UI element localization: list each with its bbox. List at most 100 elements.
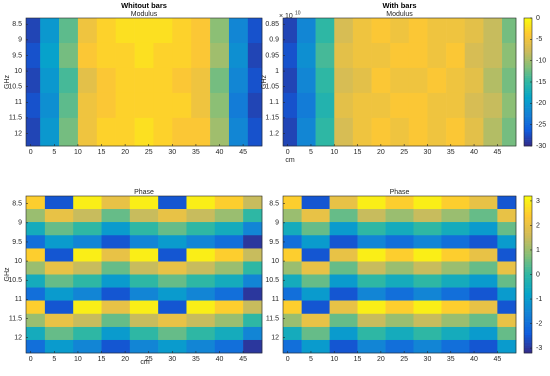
panel-subtitle: Modulus [131,11,158,18]
y-tick-label: 11 [272,296,279,303]
heatmap-cell [172,42,192,69]
heatmap-cell [73,339,102,354]
colorbar-step [524,300,532,304]
heatmap-cell [186,209,216,223]
heatmap-cell [371,42,391,69]
heatmap-cell [40,117,60,147]
colorbar-step [524,128,532,132]
colorbar-step [524,35,532,38]
colorbar-step [524,318,532,322]
x-tick-label: 0 [286,356,290,363]
heatmap-cell [497,248,517,262]
colorbar-step [524,311,532,315]
heatmap-cell [77,42,98,69]
heatmap-cell [26,196,46,210]
y-tick-label: 10 [271,258,279,265]
heatmap-cell [44,326,74,341]
y-tick-label: 1.05 [265,84,279,91]
colorbar-step [524,18,532,21]
heatmap-cell [283,339,302,354]
colorbar-step [524,26,532,29]
colorbar-step [524,224,532,228]
colorbar-step [524,303,532,307]
heatmap-cell [210,18,230,44]
x-tick-label: 35 [447,356,455,363]
y-tick-label: 11.5 [9,115,22,122]
heatmap-cell [469,326,498,341]
heatmap-cell [186,261,216,275]
colorbar-tick-label: -30 [536,143,546,150]
heatmap-cell [186,313,216,328]
x-tick-label: 15 [354,149,362,156]
heatmap-cell [483,18,503,44]
heatmap-cell [44,261,74,275]
colorbar-step [524,45,532,49]
colorbar-tick-label: -20 [536,100,546,107]
heatmap-cell [357,274,386,288]
heatmap-cell [497,313,517,328]
heatmap-cell [283,261,302,275]
heatmap-cell [77,117,98,147]
y-exponent: 10 [295,10,301,16]
y-tick-label: 10 [14,68,22,75]
heatmap-cell [329,196,358,210]
heatmap-cell [40,67,60,94]
colorbar-step [524,20,532,23]
heatmap-cell [26,339,46,354]
heatmap-cell [502,42,517,69]
x-tick-label: 45 [493,356,501,363]
colorbar-step [524,305,532,309]
heatmap-cell [129,248,159,262]
heatmap-cell [44,300,74,315]
heatmap-cell [129,287,159,301]
heatmap-cell [283,18,298,44]
heatmap-cell [497,261,517,275]
heatmap-cell [357,235,386,249]
x-tick-label: 10 [74,356,82,363]
x-tick-label: 25 [400,356,408,363]
heatmap-cell [129,339,159,354]
heatmap-cell [186,196,216,210]
panel-subtitle: Modulus [386,11,413,18]
colorbar-step [524,295,532,299]
heatmap-cell [115,42,135,69]
colorbar-step [524,342,532,346]
heatmap-cell [446,117,466,147]
heatmap-cell [214,209,244,223]
heatmap-cell [26,248,46,262]
colorbar-step [524,324,532,328]
heatmap-cell [158,261,187,275]
heatmap-cell [243,261,263,275]
colorbar-step [524,71,532,74]
heatmap-cell [283,274,302,288]
heatmap-cell [334,42,354,69]
heatmap-cell [441,248,470,262]
heatmap-cell [357,287,386,301]
heatmap-cell [329,274,358,288]
heatmap-cell [129,261,159,275]
heatmap-cell [214,222,244,236]
x-tick-label: 35 [192,149,200,156]
colorbar-step [524,101,532,104]
heatmap-cell [186,235,216,249]
heatmap-cell [129,209,159,223]
x-axis-label: cm [140,359,150,366]
heatmap-cell [283,67,298,94]
heatmap-cell [315,18,335,44]
heatmap-cell [283,300,302,315]
x-tick-label: 40 [216,356,224,363]
colorbar-step [524,28,532,32]
x-tick-label: 40 [470,356,478,363]
heatmap-cell [390,42,410,69]
heatmap-cell [464,67,484,94]
heatmap-cell [329,326,358,341]
colorbar-step [524,62,532,66]
heatmap-cell [26,209,46,223]
heatmap-cell [26,67,41,94]
colorbar-step [524,109,532,113]
colorbar-tick-label: 0 [536,271,540,278]
heatmap-cell [441,222,470,236]
heatmap-cell [352,117,372,147]
heatmap-cell [385,326,414,341]
colorbar-step [524,279,532,283]
